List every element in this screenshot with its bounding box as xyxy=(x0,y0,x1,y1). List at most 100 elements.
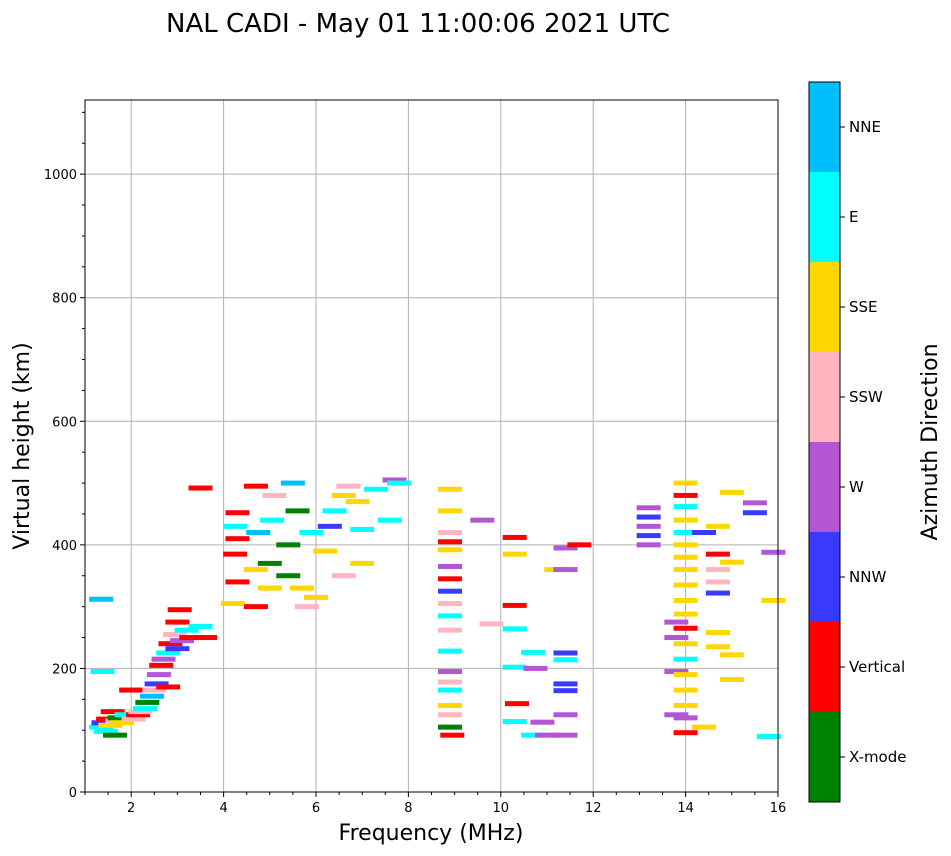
x-axis-ticks: 2 4 6 8 10 12 14 16 xyxy=(84,792,787,816)
echo-mark xyxy=(437,712,462,718)
echo-mark xyxy=(742,500,767,506)
echo-mark xyxy=(163,631,188,637)
echo-mark xyxy=(437,679,462,685)
echo-mark xyxy=(502,664,527,670)
echo-mark xyxy=(521,732,546,738)
echo-mark xyxy=(280,480,305,486)
echo-mark xyxy=(705,579,730,585)
echo-mark xyxy=(156,684,181,690)
echo-mark xyxy=(664,635,689,641)
echo-mark xyxy=(336,483,361,489)
echo-mark xyxy=(437,539,462,545)
echo-mark xyxy=(158,641,183,647)
colorbar-tick-label: SSE xyxy=(849,298,878,316)
y-tick-label: 200 xyxy=(52,662,77,677)
echo-mark xyxy=(553,681,578,687)
echo-mark xyxy=(331,492,356,498)
y-tick-label: 1000 xyxy=(44,168,77,183)
echo-mark xyxy=(530,719,555,725)
colorbar-frame xyxy=(808,81,841,803)
echo-mark xyxy=(673,656,698,662)
echo-mark xyxy=(139,693,164,699)
echo-mark xyxy=(553,545,578,551)
echo-mark xyxy=(437,703,462,708)
x-tick-label: 10 xyxy=(493,801,510,816)
echo-mark xyxy=(322,508,347,514)
echo-mark xyxy=(437,563,462,569)
colorbar-tick-label: W xyxy=(849,478,864,496)
colorbar-segment xyxy=(809,262,840,352)
echo-mark xyxy=(504,701,529,707)
echo-mark xyxy=(146,672,171,678)
echo-mark xyxy=(260,517,285,523)
echo-mark xyxy=(285,508,310,514)
echo-mark xyxy=(121,716,146,722)
echo-mark xyxy=(165,646,190,652)
echo-mark xyxy=(437,576,462,582)
echo-mark xyxy=(673,517,698,523)
colorbar-segment xyxy=(809,172,840,262)
echo-mark xyxy=(673,641,698,647)
echo-mark xyxy=(553,712,578,718)
echo-mark xyxy=(692,724,717,730)
echo-mark xyxy=(502,719,527,725)
echo-mark xyxy=(437,486,462,492)
y-tick-label: 0 xyxy=(69,786,77,801)
echo-mark xyxy=(673,730,698,736)
echo-mark xyxy=(290,585,315,591)
echo-mark xyxy=(93,728,118,734)
echo-mark xyxy=(673,597,698,603)
echo-mark xyxy=(109,720,134,726)
echo-mark xyxy=(437,724,462,730)
echo-mark xyxy=(243,604,268,610)
echo-mark xyxy=(142,687,167,693)
echo-mark xyxy=(257,560,282,566)
y-axis-label: Virtual height (km) xyxy=(10,342,35,549)
x-tick-label: 14 xyxy=(677,801,694,816)
echo-mark xyxy=(705,567,730,573)
echo-mark xyxy=(188,623,213,629)
echo-mark xyxy=(673,567,698,573)
x-tick-label: 12 xyxy=(585,801,602,816)
x-tick-label: 16 xyxy=(770,801,787,816)
echo-mark xyxy=(673,687,698,693)
echo-mark xyxy=(107,715,132,721)
chart-title: NAL CADI - May 01 11:00:06 2021 UTC xyxy=(166,9,670,39)
echo-mark xyxy=(673,480,698,486)
echo-mark xyxy=(331,573,356,579)
echo-mark xyxy=(437,508,462,514)
echo-mark xyxy=(188,485,213,491)
echo-mark xyxy=(276,573,301,579)
echo-mark xyxy=(719,677,744,683)
echo-mark xyxy=(673,554,698,560)
echo-mark xyxy=(262,492,287,498)
echo-mark xyxy=(165,619,190,625)
echo-mark xyxy=(664,619,689,625)
colorbar-segment xyxy=(809,622,840,712)
echo-mark xyxy=(523,665,548,671)
echo-mark xyxy=(294,604,319,610)
x-tick-label: 6 xyxy=(312,801,320,816)
echo-marks xyxy=(89,477,786,739)
x-axis-label: Frequency (MHz) xyxy=(339,821,524,846)
echo-mark xyxy=(705,630,730,636)
echo-mark xyxy=(437,530,462,535)
echo-mark xyxy=(437,547,462,553)
echo-mark xyxy=(119,687,144,693)
echo-mark xyxy=(223,551,248,557)
y-axis-ticks: 0 200 400 600 800 1000 xyxy=(44,111,85,801)
echo-mark xyxy=(225,536,250,542)
echo-mark xyxy=(151,656,176,662)
echo-mark xyxy=(243,483,268,489)
echo-mark xyxy=(313,548,338,554)
echo-mark xyxy=(437,648,462,654)
echo-mark xyxy=(636,523,661,529)
echo-mark xyxy=(382,477,407,483)
echo-mark xyxy=(673,672,698,678)
echo-mark xyxy=(345,499,370,505)
echo-mark xyxy=(673,582,698,588)
echo-mark xyxy=(387,480,412,486)
echo-mark xyxy=(567,542,592,548)
echo-mark xyxy=(304,594,328,600)
echo-mark xyxy=(636,505,661,511)
